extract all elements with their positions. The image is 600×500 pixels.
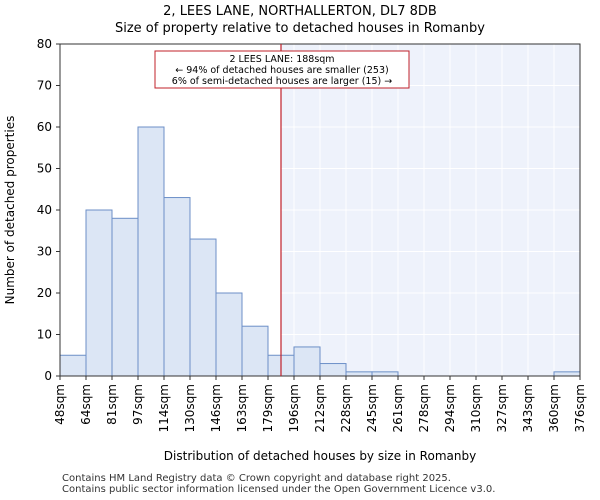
x-tick-label: 212sqm <box>313 384 327 432</box>
x-tick-label: 228sqm <box>339 384 353 432</box>
y-tick-label: 70 <box>37 79 52 93</box>
annotation-line-2: ← 94% of detached houses are smaller (25… <box>175 65 388 76</box>
annotation-line-3: 6% of semi-detached houses are larger (1… <box>172 76 392 87</box>
x-tick-label: 64sqm <box>79 384 93 425</box>
x-tick-label: 310sqm <box>469 384 483 432</box>
x-tick-label: 343sqm <box>521 384 535 432</box>
bar <box>241 325 269 377</box>
bar <box>189 238 217 377</box>
y-tick-label: 30 <box>37 245 52 259</box>
x-tick-label: 245sqm <box>365 384 379 432</box>
y-axis-label: Number of detached properties <box>3 116 17 305</box>
footer-line-2: Contains public sector information licen… <box>62 484 496 495</box>
bar <box>111 217 139 377</box>
x-tick-label: 327sqm <box>495 384 509 432</box>
bar <box>137 126 165 377</box>
y-tick-label: 0 <box>44 369 52 383</box>
x-tick-label: 146sqm <box>209 384 223 432</box>
footer-line-1: Contains HM Land Registry data © Crown c… <box>62 473 451 484</box>
annotation-box <box>154 50 410 89</box>
annotation-line-1: 2 LEES LANE: 188sqm <box>229 54 334 65</box>
chart-subtitle: Size of property relative to detached ho… <box>115 21 485 36</box>
y-tick-label: 40 <box>37 203 52 217</box>
x-tick-label: 278sqm <box>417 384 431 432</box>
y-tick-label: 50 <box>37 162 52 176</box>
x-axis-label: Distribution of detached houses by size … <box>164 449 476 463</box>
y-tick-label: 10 <box>37 328 52 342</box>
x-tick-label: 360sqm <box>547 384 561 432</box>
bar <box>85 209 113 377</box>
x-tick-label: 97sqm <box>131 384 145 425</box>
x-tick-label: 196sqm <box>287 384 301 432</box>
x-tick-label: 81sqm <box>105 384 119 425</box>
bar <box>59 354 87 377</box>
bar <box>345 371 373 377</box>
x-tick-label: 294sqm <box>443 384 457 432</box>
bar <box>215 292 243 377</box>
x-tick-label: 114sqm <box>157 384 171 432</box>
bar <box>163 197 191 377</box>
y-tick-label: 80 <box>37 37 52 51</box>
bar <box>319 363 347 377</box>
chart-title: 2, LEES LANE, NORTHALLERTON, DL7 8DB <box>163 4 437 19</box>
x-tick-label: 163sqm <box>235 384 249 432</box>
x-tick-label: 48sqm <box>53 384 67 425</box>
x-tick-label: 376sqm <box>573 384 587 432</box>
x-tick-label: 130sqm <box>183 384 197 432</box>
plot-area: 0 10 20 30 40 50 60 70 80 48sqm 64sqm 81sqm 97sqm 114… <box>37 37 587 432</box>
bar <box>293 346 321 377</box>
bar <box>371 371 399 377</box>
x-tick-label: 179sqm <box>261 384 275 432</box>
y-tick-label: 20 <box>37 286 52 300</box>
y-tick-label: 60 <box>37 120 52 134</box>
x-tick-label: 261sqm <box>391 384 405 432</box>
bar <box>553 371 581 377</box>
